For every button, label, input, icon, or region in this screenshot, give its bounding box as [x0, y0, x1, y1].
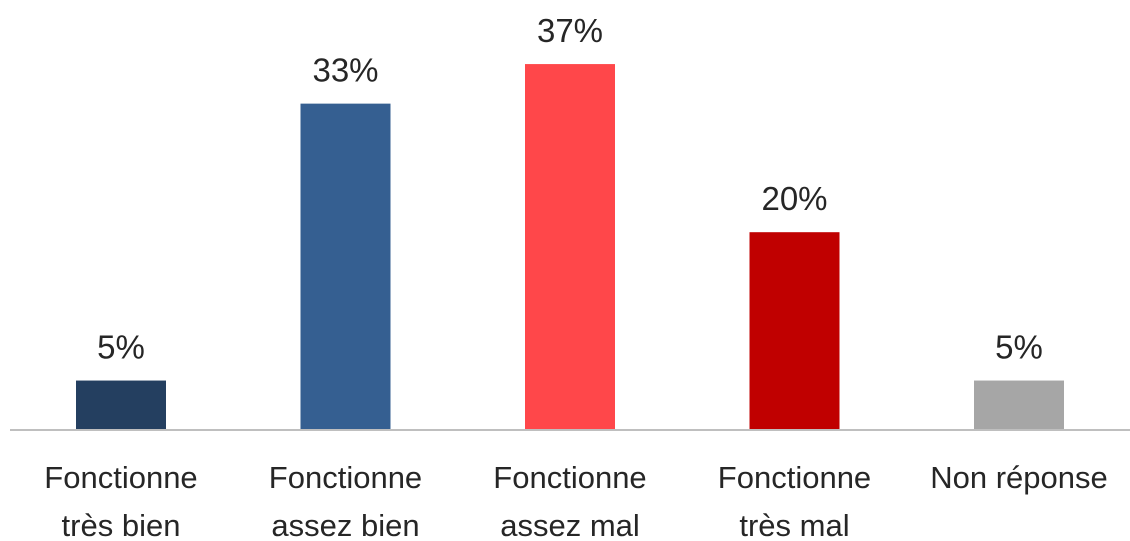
category-label-3: Fonctionne très mal [718, 460, 871, 541]
category-label-1-line-0: Fonctionne [269, 460, 422, 495]
category-label-3-line-1: très mal [739, 508, 849, 541]
data-label-4: 5% [995, 329, 1043, 366]
data-label-0: 5% [97, 329, 145, 366]
category-label-1: Fonctionne assez bien [269, 460, 422, 541]
category-label-0: Fonctionne très bien [44, 460, 197, 541]
category-label-3-line-0: Fonctionne [718, 460, 871, 495]
data-label-2: 37% [537, 12, 603, 49]
category-label-2-line-0: Fonctionne [493, 460, 646, 495]
data-label-1: 33% [312, 52, 378, 89]
bar-1 [300, 103, 391, 430]
category-label-1-line-1: assez bien [271, 508, 419, 541]
bar-2 [525, 64, 615, 430]
value-labels-group: 5% 33% 37% 20% 5% [97, 12, 1043, 365]
data-label-3: 20% [761, 180, 827, 217]
bar-0 [76, 380, 166, 430]
bar-4 [974, 380, 1064, 430]
category-label-4: Non réponse [930, 460, 1108, 495]
category-label-2: Fonctionne assez mal [493, 460, 646, 541]
bars-group [76, 64, 1064, 430]
bar-3 [749, 232, 840, 430]
category-label-0-line-1: très bien [62, 508, 181, 541]
category-label-2-line-1: assez mal [500, 508, 640, 541]
category-label-4-line-0: Non réponse [930, 460, 1108, 495]
category-label-0-line-0: Fonctionne [44, 460, 197, 495]
